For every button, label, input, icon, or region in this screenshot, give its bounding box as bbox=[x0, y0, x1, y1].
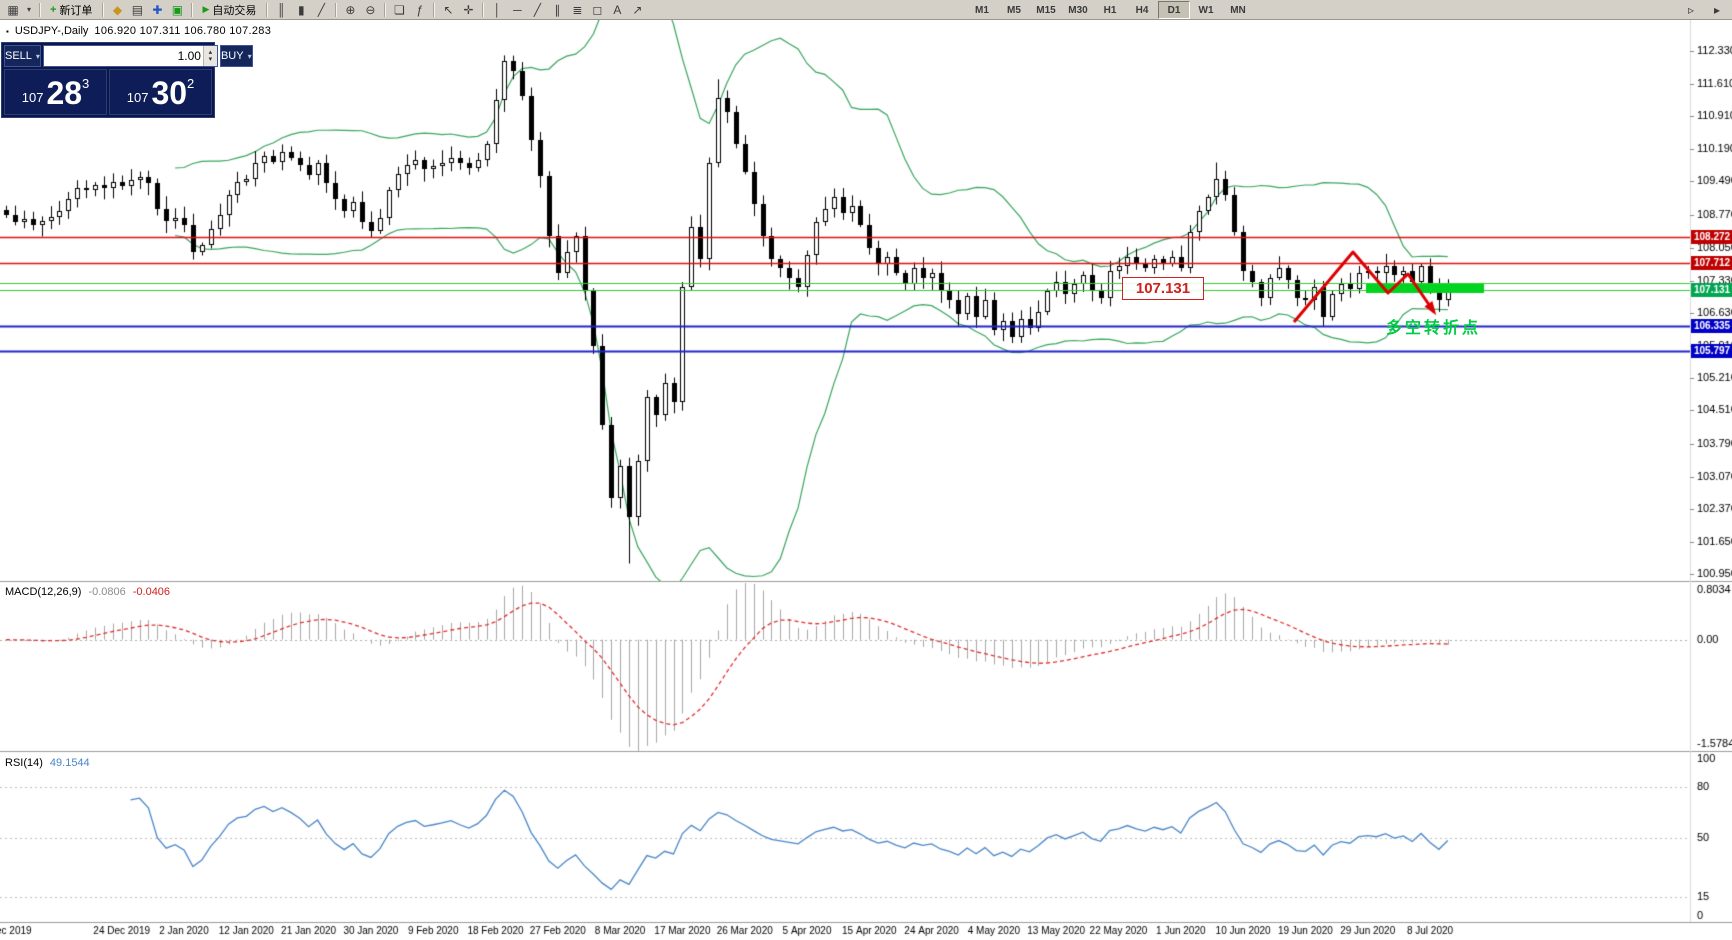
macd-main-value: -0.0806 bbox=[88, 586, 126, 598]
navigator-icon[interactable]: ✚ bbox=[152, 2, 163, 17]
volume-input-group: ▴ ▾ bbox=[42, 45, 218, 67]
channel-icon[interactable]: ∥ bbox=[554, 2, 561, 17]
shapes-icon[interactable]: ◻ bbox=[592, 2, 603, 17]
toolbar-separator bbox=[102, 2, 104, 17]
toolbar-right-icons: ▹ ▸ bbox=[1681, 1, 1727, 18]
buy-price-pip: 2 bbox=[187, 76, 195, 91]
autotrading-label: 自动交易 bbox=[212, 4, 257, 17]
fibonacci-icon[interactable]: ≣ bbox=[572, 2, 583, 17]
autotrading-icon: ▶ bbox=[202, 4, 210, 14]
trendline-icon[interactable]: ╱ bbox=[533, 2, 541, 17]
timeframe-d1-button[interactable]: D1 bbox=[1158, 1, 1190, 19]
new-order-label: 新订单 bbox=[59, 4, 93, 17]
crosshair-icon[interactable]: ✛ bbox=[463, 2, 474, 17]
new-chart-icon[interactable]: ▦ bbox=[7, 2, 19, 17]
toolbar-separator bbox=[433, 2, 435, 17]
vertical-line-icon[interactable]: │ bbox=[493, 2, 502, 17]
line-chart-icon[interactable]: ╱ bbox=[317, 2, 325, 17]
text-icon[interactable]: A bbox=[613, 2, 622, 17]
rsi-value: 49.1544 bbox=[49, 757, 90, 769]
macd-indicator-label: MACD(12,26,9) -0.0806 -0.0406 bbox=[5, 586, 170, 598]
annotation-note-text: 多空转折点 bbox=[1386, 320, 1482, 337]
timeframe-h1-button[interactable]: H1 bbox=[1103, 4, 1117, 16]
sell-price-button[interactable]: 107 28 3 bbox=[4, 69, 107, 115]
macd-name: MACD(12,26,9) bbox=[5, 586, 82, 598]
new-order-icon: + bbox=[50, 3, 57, 16]
arrow-tools-icon[interactable]: ↗ bbox=[632, 2, 643, 17]
tile-windows-icon[interactable]: ❏ bbox=[393, 2, 405, 17]
timeframe-m15-button[interactable]: M15 bbox=[1036, 4, 1056, 16]
cursor-icon[interactable]: ↖ bbox=[443, 2, 454, 17]
timeframe-w1-button[interactable]: W1 bbox=[1198, 4, 1214, 16]
auto-scroll-icon[interactable]: ▸ bbox=[1713, 2, 1721, 17]
sell-button[interactable]: SELL ▾ bbox=[4, 45, 41, 67]
toolbar-separator bbox=[335, 2, 337, 17]
volume-down-icon[interactable]: ▾ bbox=[208, 56, 213, 63]
new-order-button[interactable]: + 新订单 bbox=[44, 1, 98, 18]
timeframe-m1-button[interactable]: M1 bbox=[975, 4, 989, 16]
chart-shift-icon[interactable]: ▹ bbox=[1687, 2, 1695, 17]
sell-button-label: SELL bbox=[5, 50, 32, 62]
toolbar-separator bbox=[266, 2, 268, 17]
buy-button[interactable]: BUY ▾ bbox=[219, 45, 253, 67]
buy-price-prefix: 107 bbox=[126, 90, 149, 105]
horizontal-line-icon[interactable]: ─ bbox=[513, 2, 522, 17]
chart-symbol-icon: ▪ bbox=[6, 26, 9, 36]
sell-price-big: 28 bbox=[46, 75, 83, 111]
candlestick-icon[interactable]: ▮ bbox=[298, 2, 305, 17]
buy-button-label: BUY bbox=[220, 50, 244, 62]
toolbar-separator bbox=[384, 2, 386, 17]
main-toolbar: ▦ ▾ + 新订单 ◆ ▤ ✚ ▣ ▶ 自动交易 ║ ▮ ╱ ⊕ ⊖ ❏ ƒ ↖… bbox=[0, 0, 1732, 20]
market-watch-icon[interactable]: ◆ bbox=[112, 2, 123, 17]
sell-price-prefix: 107 bbox=[21, 90, 44, 105]
volume-spinner: ▴ ▾ bbox=[202, 46, 217, 66]
timeframe-toolbar: M1 M5 M15 M30 H1 H4 D1 W1 MN bbox=[966, 1, 1254, 19]
timeframe-m30-button[interactable]: M30 bbox=[1068, 4, 1088, 16]
buy-dropdown-icon: ▾ bbox=[247, 51, 252, 61]
timeframe-h4-button[interactable]: H4 bbox=[1135, 4, 1149, 16]
terminal-icon[interactable]: ▣ bbox=[171, 2, 184, 17]
zoom-in-icon[interactable]: ⊕ bbox=[345, 2, 356, 17]
timeframe-mn-button[interactable]: MN bbox=[1230, 4, 1246, 16]
zoom-out-icon[interactable]: ⊖ bbox=[365, 2, 376, 17]
sell-dropdown-icon: ▾ bbox=[35, 51, 40, 61]
volume-input[interactable] bbox=[43, 46, 203, 66]
one-click-trading-panel: SELL ▾ ▴ ▾ BUY ▾ 107 28 3 107 30 2 bbox=[1, 42, 253, 118]
macd-signal-value: -0.0406 bbox=[132, 586, 171, 598]
bar-chart-icon[interactable]: ║ bbox=[277, 2, 286, 17]
sell-price-pip: 3 bbox=[82, 76, 90, 91]
data-window-icon[interactable]: ▤ bbox=[131, 2, 144, 17]
timeframe-m5-button[interactable]: M5 bbox=[1007, 4, 1021, 16]
indicators-list-icon[interactable]: ƒ bbox=[416, 2, 423, 17]
toolbar-separator bbox=[482, 2, 484, 17]
autotrading-button[interactable]: ▶ 自动交易 bbox=[196, 1, 262, 18]
ohlc-values: 106.920 107.311 106.780 107.283 bbox=[94, 25, 272, 37]
rsi-indicator-label: RSI(14) 49.1544 bbox=[5, 757, 90, 769]
profiles-icon[interactable]: ▾ bbox=[26, 5, 31, 14]
toolbar-separator bbox=[39, 2, 40, 17]
price-callout-box: 107.131 bbox=[1122, 277, 1204, 300]
rsi-name: RSI(14) bbox=[5, 757, 43, 769]
buy-price-button[interactable]: 107 30 2 bbox=[109, 69, 212, 115]
buy-price-big: 30 bbox=[151, 75, 188, 111]
chart-title: ▪ USDJPY-,Daily 106.920 107.311 106.780 … bbox=[6, 25, 271, 37]
volume-up-icon[interactable]: ▴ bbox=[208, 49, 213, 56]
toolbar-separator bbox=[191, 2, 193, 17]
symbol-period-label: USDJPY-,Daily bbox=[14, 25, 89, 37]
